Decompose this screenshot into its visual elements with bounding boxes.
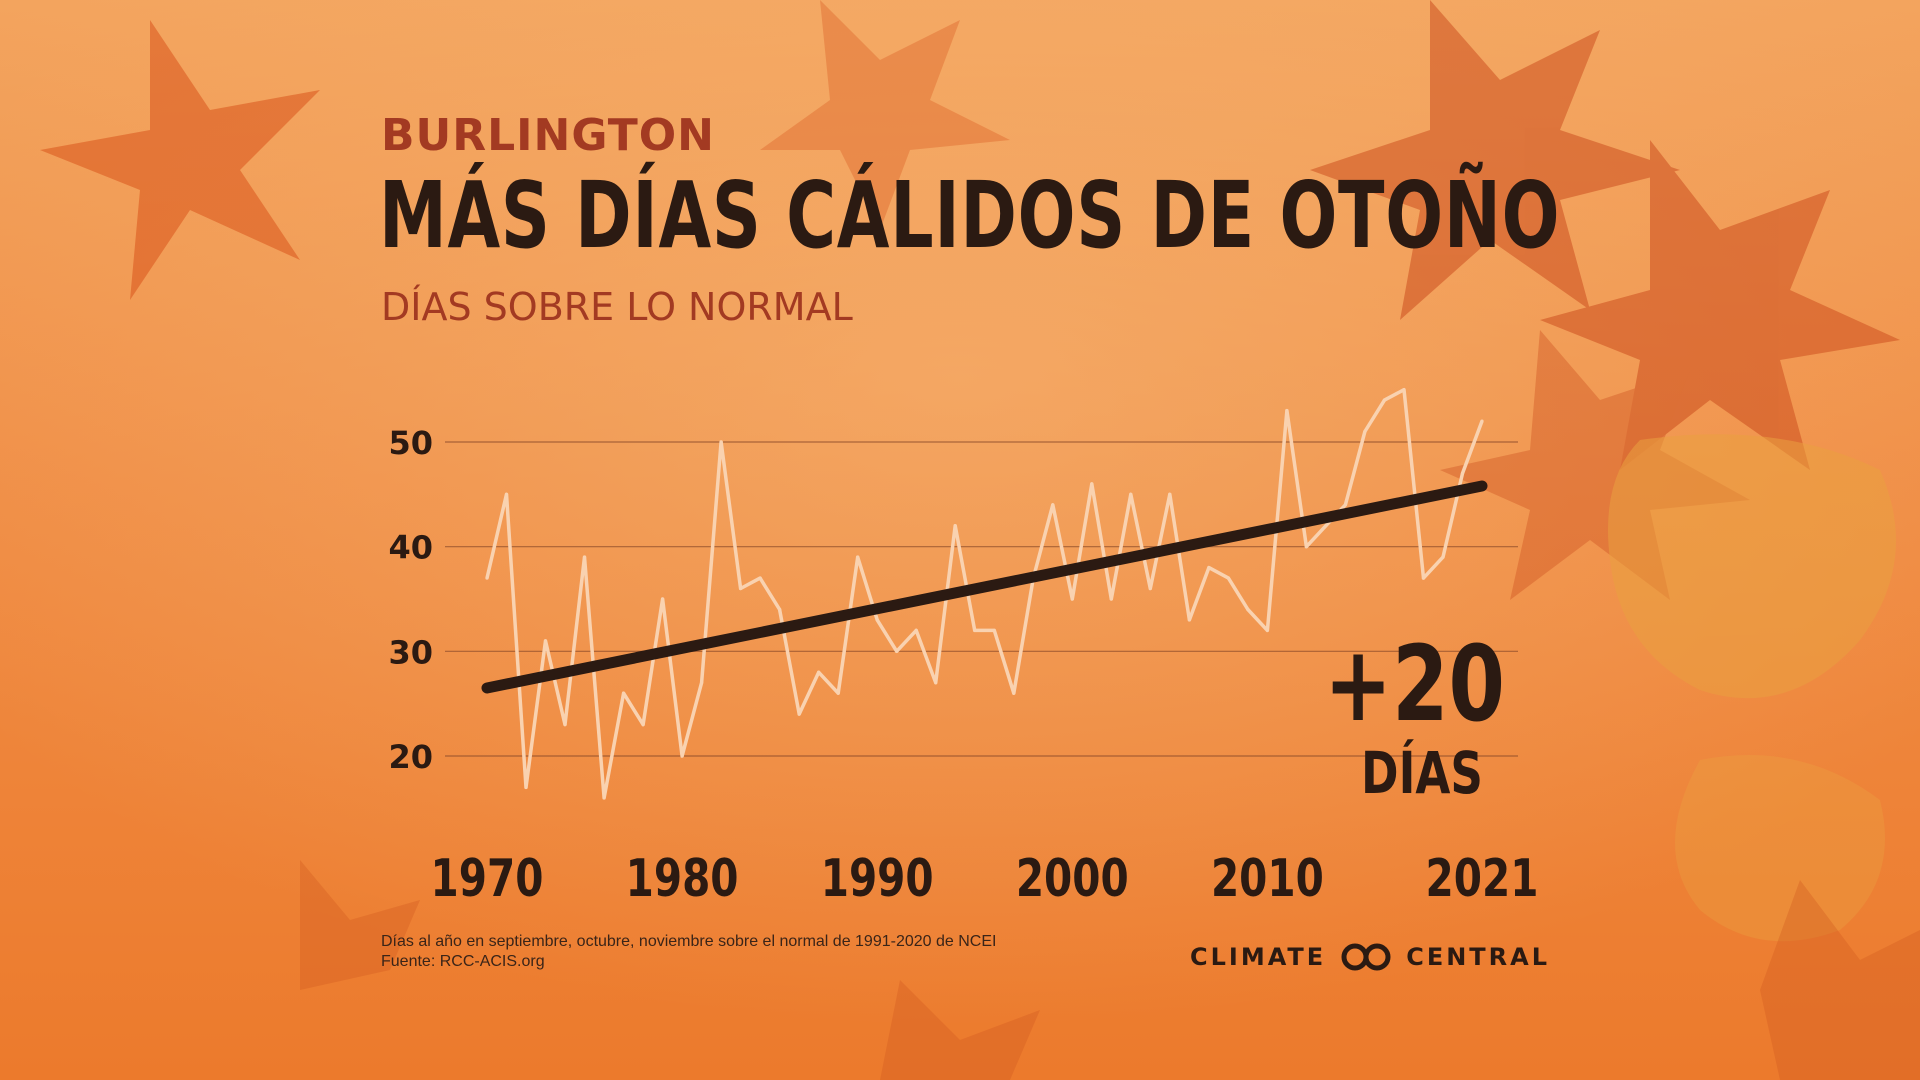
- annotation-unit: DÍAS: [1361, 739, 1483, 807]
- data-point: [621, 691, 626, 695]
- data-point: [875, 618, 879, 622]
- data-point: [485, 576, 489, 580]
- chart-gridlines: [445, 441, 1518, 757]
- logo-rings-icon: [1341, 943, 1391, 971]
- data-point: [1090, 482, 1094, 486]
- y-tick-label: 50: [388, 424, 433, 462]
- logo-word-right: CENTRAL: [1406, 943, 1551, 971]
- city-label: BURLINGTON: [381, 110, 715, 161]
- data-point: [1109, 597, 1113, 601]
- data-point: [1070, 597, 1074, 601]
- data-point: [856, 555, 860, 559]
- data-point: [543, 639, 548, 643]
- data-point: [758, 576, 762, 580]
- logo-word-left: CLIMATE: [1190, 943, 1327, 971]
- annotation-value: +20: [1324, 623, 1505, 745]
- data-point: [1246, 607, 1250, 612]
- x-tick-label: 2021: [1426, 848, 1539, 908]
- series-line-annual-days: [485, 387, 1484, 800]
- data-point: [641, 723, 645, 727]
- data-point: [973, 628, 977, 633]
- data-point: [895, 649, 899, 653]
- data-point: [1265, 628, 1269, 633]
- data-point: [582, 555, 587, 559]
- x-tick-label: 2000: [1016, 848, 1129, 908]
- data-point: [719, 440, 723, 444]
- data-point: [1012, 691, 1016, 695]
- data-point: [836, 691, 840, 695]
- x-tick-label: 2010: [1211, 848, 1324, 908]
- trend-line: [481, 480, 1488, 694]
- data-point: [914, 628, 918, 633]
- data-point: [778, 607, 782, 612]
- footnote-description: Días al año en septiembre, octubre, novi…: [381, 933, 997, 950]
- data-point: [1460, 471, 1465, 475]
- y-tick-label: 30: [388, 633, 433, 671]
- data-point: [1168, 492, 1172, 496]
- data-point: [1051, 503, 1055, 507]
- data-point: [739, 586, 743, 591]
- footnote: Días al año en septiembre, octubre, novi…: [381, 932, 996, 972]
- data-point: [1148, 586, 1152, 591]
- x-tick-label: 1980: [626, 848, 739, 908]
- data-point: [1363, 429, 1367, 434]
- x-tick-label: 1970: [431, 848, 544, 908]
- data-point: [934, 681, 938, 685]
- data-point: [1187, 618, 1191, 622]
- x-tick-label: 1990: [821, 848, 934, 908]
- data-point: [1441, 555, 1445, 559]
- data-point: [660, 597, 665, 601]
- data-point: [680, 754, 684, 758]
- y-tick-label: 40: [388, 529, 433, 567]
- y-tick-label: 20: [388, 738, 433, 776]
- chart-series: [481, 387, 1488, 800]
- data-point: [1285, 409, 1289, 413]
- data-point: [1402, 388, 1406, 392]
- data-point: [1421, 576, 1426, 580]
- data-point: [953, 524, 957, 528]
- data-point: [1207, 566, 1211, 570]
- data-point: [1480, 419, 1484, 423]
- x-axis-tick-labels: 1970 1980 1990 2000 2010 2021: [431, 848, 1539, 908]
- data-point: [992, 628, 996, 633]
- data-point: [1324, 524, 1328, 528]
- data-point: [1304, 545, 1309, 549]
- data-point: [1343, 503, 1348, 507]
- data-point: [1129, 492, 1133, 496]
- chart-subtitle: DÍAS SOBRE LO NORMAL: [381, 285, 853, 329]
- data-point: [563, 723, 567, 727]
- data-point: [1382, 398, 1387, 402]
- data-point: [602, 796, 606, 800]
- data-point: [817, 670, 821, 674]
- data-point: [797, 712, 801, 716]
- y-axis-tick-labels: 20 30 40 50: [388, 424, 433, 776]
- data-point: [524, 785, 528, 790]
- data-point: [1226, 576, 1230, 580]
- climate-central-logo: CLIMATE CENTRAL: [1190, 940, 1550, 974]
- page-title: MÁS DÍAS CÁLIDOS DE OTOÑO: [379, 162, 1561, 269]
- footnote-source: Fuente: RCC-ACIS.org: [381, 953, 545, 970]
- data-point: [504, 492, 509, 496]
- data-point: [700, 681, 704, 685]
